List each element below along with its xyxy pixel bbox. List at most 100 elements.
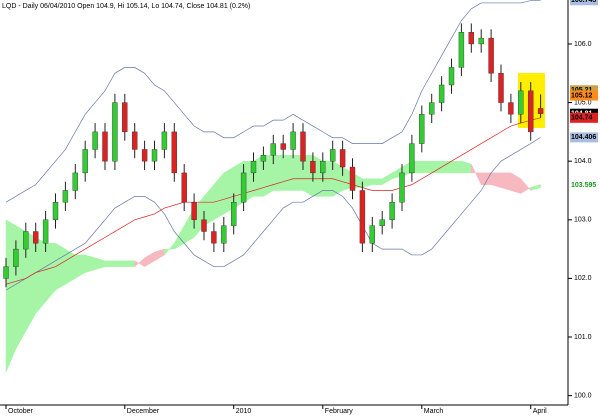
candle-body: [13, 248, 19, 267]
y-tick-label: 101.0: [574, 334, 592, 341]
x-tick-label: April: [533, 408, 547, 415]
cloud-segment: [480, 172, 492, 185]
cloud-segment: [164, 242, 175, 256]
cloud-segment: [5, 219, 17, 373]
x-tick-label: 2010: [236, 408, 252, 415]
candle-body: [161, 131, 168, 150]
cloud-segment: [273, 155, 284, 191]
price-label-box: [570, 85, 598, 96]
cloud-segment: [451, 160, 462, 174]
candle-body: [23, 231, 29, 250]
candle-body: [33, 231, 39, 244]
candle-body: [52, 202, 59, 220]
candle-body: [112, 102, 118, 162]
cloud-segment: [154, 248, 165, 262]
candle-body: [191, 202, 197, 220]
cloud-segment: [520, 178, 531, 194]
cloud-segment: [104, 260, 116, 267]
candle-body: [369, 225, 375, 244]
price-label-box: [570, 132, 598, 143]
candle-body: [537, 108, 544, 114]
candle-body: [498, 73, 504, 103]
cloud-segment: [114, 260, 126, 267]
cloud-segment: [35, 236, 46, 315]
y-tick-label: 103.0: [574, 217, 592, 224]
candle-body: [72, 172, 79, 191]
candle-body: [310, 160, 316, 174]
x-tick-label: February: [325, 408, 354, 415]
candle-body: [211, 231, 217, 244]
cloud-segment: [75, 254, 86, 279]
x-tick-label: October: [8, 408, 34, 415]
candle-body: [62, 190, 69, 203]
cloud-segment: [124, 260, 135, 267]
candle-body: [300, 131, 306, 162]
candle-body: [508, 102, 514, 115]
indicator-line: [5, 137, 541, 291]
candle-body: [468, 32, 474, 45]
candle-body: [320, 160, 326, 174]
cloud-segment: [362, 178, 373, 188]
price-label: 103.595: [571, 182, 596, 189]
price-label-box: [570, 179, 598, 190]
candle-body: [429, 102, 435, 115]
cloud-segment: [55, 242, 66, 291]
candle-body: [359, 190, 366, 244]
price-label: 106.745: [571, 0, 596, 4]
candle-body: [42, 219, 49, 244]
candle-body: [122, 102, 128, 133]
cloud-segment: [372, 178, 383, 185]
cloud-segment: [203, 183, 215, 227]
cloud-segment: [530, 184, 541, 191]
indicator-lines: [5, 0, 541, 291]
cloud-segment: [84, 254, 96, 273]
cloud-segment: [144, 251, 155, 268]
candle-body: [201, 219, 207, 232]
y-tick-label: 106.0: [574, 41, 592, 48]
candle-body: [270, 143, 276, 156]
cloud-segment: [510, 172, 522, 194]
price-label: 105.12: [571, 92, 593, 99]
candle-body: [419, 114, 425, 144]
cloud: [5, 154, 541, 373]
candle-body: [250, 160, 257, 174]
cloud-segment: [421, 160, 432, 174]
candle-body: [171, 131, 178, 174]
cloud-segment: [490, 172, 502, 188]
candles: [3, 23, 544, 288]
cloud-segment: [94, 257, 106, 270]
cloud-segment: [213, 172, 225, 221]
candle-body: [92, 131, 98, 150]
y-tick-label: 104.0: [574, 158, 592, 165]
candle-body: [280, 143, 286, 150]
candle-body: [389, 202, 395, 220]
candle-body: [399, 172, 405, 203]
price-label: 104.74: [571, 115, 593, 122]
candle-body: [518, 90, 524, 115]
candle-body: [448, 67, 455, 86]
candle-body: [230, 202, 237, 226]
axes: 100.0 101.0 102.0 103.0 104.0 105.0 106.0 Octob…: [5, 0, 598, 415]
candle-body: [528, 90, 534, 133]
price-label: 104.406: [571, 134, 596, 141]
x-tick-label: December: [127, 408, 160, 415]
cloud-segment: [441, 160, 452, 174]
y-tick-label: 105.0: [574, 99, 592, 106]
cloud-segment: [431, 160, 442, 174]
cloud-segment: [263, 155, 274, 197]
x-tick-label: March: [424, 408, 444, 415]
candle-body: [290, 131, 296, 150]
candle-body: [488, 37, 494, 74]
cloud-segment: [134, 257, 145, 268]
y-tick-label: 100.0: [574, 392, 592, 399]
candle-body: [3, 266, 9, 279]
cloud-segment: [471, 164, 482, 185]
candle-body: [181, 172, 187, 203]
candle-body: [438, 84, 445, 103]
candle-body: [131, 131, 138, 150]
candle-body: [458, 32, 465, 68]
cloud-segment: [461, 160, 472, 174]
price-label-box: [570, 90, 598, 101]
candle-body: [151, 149, 158, 162]
